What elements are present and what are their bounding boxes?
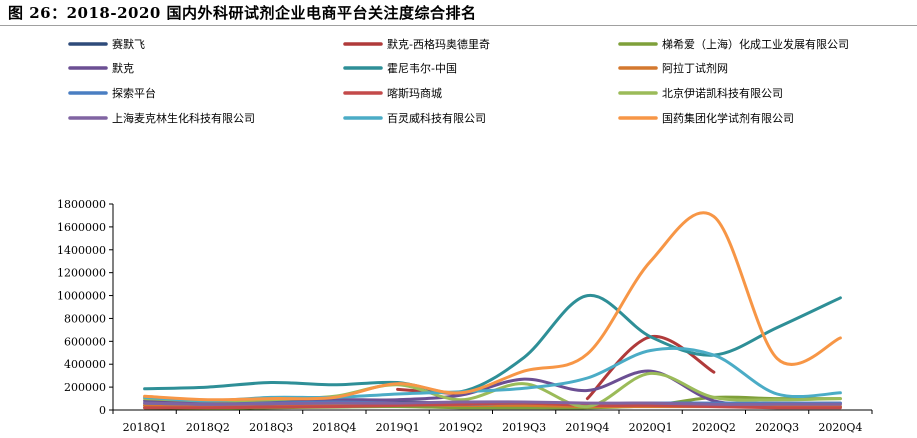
legend-label: 探索平台 — [112, 86, 156, 100]
x-tick-label: 2019Q3 — [502, 421, 546, 434]
legend-label: 阿拉丁试剂网 — [662, 61, 728, 75]
y-tick-label: 0 — [99, 404, 106, 417]
series — [143, 400, 842, 406]
axes: 0 200000 400000 600000 800000 1000000 1200000 1… — [57, 198, 873, 434]
legend-item: 梯希爱（上海）化成工业发展有限公司 — [618, 37, 849, 51]
legend-item: 探索平台 — [68, 86, 156, 100]
y-tick-label: 1800000 — [57, 198, 106, 211]
series-line — [143, 401, 842, 410]
y-tick-label: 1400000 — [57, 244, 106, 257]
legend-item: 赛默飞 — [68, 37, 145, 51]
y-tick-label: 200000 — [64, 381, 106, 394]
legend-label: 默克 — [112, 62, 134, 75]
legend-label: 霍尼韦尔-中国 — [387, 62, 457, 75]
y-tick-label: 1200000 — [57, 267, 106, 280]
legend-item: 百灵威科技有限公司 — [343, 111, 486, 125]
title-divider — [0, 25, 917, 26]
x-tick-label: 2020Q1 — [629, 421, 673, 434]
legend-item: 霍尼韦尔-中国 — [343, 62, 457, 75]
legend-item: 国药集团化学试剂有限公司 — [618, 111, 794, 125]
legend-item: 上海麦克林生化科技有限公司 — [68, 111, 255, 125]
series-line — [143, 346, 842, 403]
x-tick-label: 2019Q2 — [439, 421, 483, 434]
legend-label: 喀斯玛商城 — [387, 86, 442, 100]
x-tick-label: 2020Q4 — [818, 421, 862, 434]
x-tick-label: 2020Q2 — [692, 421, 736, 434]
legend-item: 喀斯玛商城 — [343, 86, 442, 100]
x-tick-label: 2018Q4 — [312, 421, 356, 434]
x-tick-label: 2019Q1 — [376, 421, 420, 434]
legend-item: 阿拉丁试剂网 — [618, 61, 728, 75]
series — [143, 294, 842, 395]
x-tick-label: 2019Q4 — [565, 421, 609, 434]
x-tick-label: 2018Q3 — [249, 421, 293, 434]
series — [143, 401, 842, 410]
series-lines — [143, 211, 842, 410]
series-line — [143, 211, 842, 402]
y-tick-label: 400000 — [64, 358, 106, 371]
legend-label: 上海麦克林生化科技有限公司 — [112, 111, 255, 125]
y-tick-label: 600000 — [64, 335, 106, 348]
legend-label: 北京伊诺凯科技有限公司 — [662, 86, 783, 100]
legend-item: 北京伊诺凯科技有限公司 — [618, 86, 783, 100]
legend-item: 默克 — [68, 62, 134, 75]
legend-label: 百灵威科技有限公司 — [387, 111, 486, 125]
series-line — [143, 400, 842, 406]
series — [143, 346, 842, 403]
legend-label: 默克-西格玛奥德里奇 — [387, 37, 490, 51]
y-tick-label: 1600000 — [57, 221, 106, 234]
x-tick-label: 2018Q1 — [123, 421, 167, 434]
series — [143, 211, 842, 402]
x-tick-label: 2020Q3 — [755, 421, 799, 434]
y-tick-label: 1000000 — [57, 290, 106, 303]
chart-title: 图 26：2018-2020 国内外科研试剂企业电商平台关注度综合排名 — [8, 4, 477, 22]
legend-item: 默克-西格玛奥德里奇 — [343, 37, 490, 51]
series-line — [143, 294, 842, 395]
x-tick-label: 2018Q2 — [186, 421, 230, 434]
y-tick-label: 800000 — [64, 312, 106, 325]
legend-label: 梯希爱（上海）化成工业发展有限公司 — [662, 37, 849, 51]
legend-label: 赛默飞 — [112, 37, 145, 51]
legend-label: 国药集团化学试剂有限公司 — [662, 111, 794, 125]
